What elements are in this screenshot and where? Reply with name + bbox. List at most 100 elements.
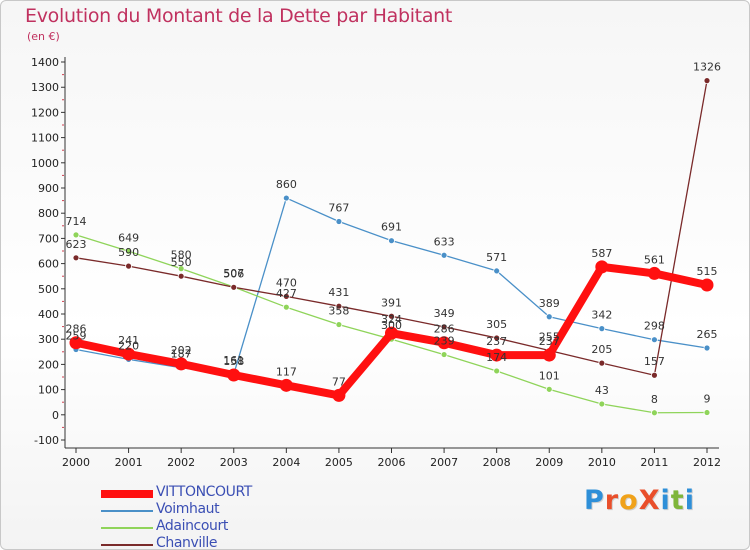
data-label: 691 xyxy=(381,221,402,234)
x-tick-label: 2001 xyxy=(115,456,143,469)
data-label: 391 xyxy=(381,296,402,309)
data-label: 324 xyxy=(381,313,402,326)
data-point xyxy=(598,325,606,333)
data-point xyxy=(493,367,501,375)
legend-label: Voimhaut xyxy=(156,501,220,517)
data-label: 550 xyxy=(171,256,192,269)
data-point xyxy=(385,326,398,340)
x-tick-label: 2009 xyxy=(535,456,563,469)
data-point xyxy=(490,348,504,362)
y-tick-label: 1300 xyxy=(31,81,59,94)
data-label: 43 xyxy=(595,384,609,397)
data-point xyxy=(227,368,241,382)
data-point xyxy=(177,265,185,273)
data-label: 389 xyxy=(539,297,560,310)
data-label: 427 xyxy=(276,287,297,300)
y-tick-label: 300 xyxy=(38,333,59,346)
y-tick-label: 900 xyxy=(38,182,59,195)
logo-letter: o xyxy=(619,485,639,516)
proxiti-logo: ProXiti xyxy=(584,485,695,516)
logo-letter: P xyxy=(584,485,605,516)
data-point xyxy=(72,254,80,262)
data-point xyxy=(388,237,395,245)
x-tick-label: 2003 xyxy=(220,456,248,469)
data-label: 431 xyxy=(328,286,349,299)
y-tick-label: 200 xyxy=(38,358,59,371)
data-point xyxy=(282,292,290,300)
data-point xyxy=(493,334,501,342)
data-point xyxy=(440,251,448,259)
x-tick-label: 2000 xyxy=(62,456,90,469)
x-tick-label: 2005 xyxy=(325,456,353,469)
data-label: 220 xyxy=(118,339,139,352)
x-tick-label: 2004 xyxy=(272,456,300,469)
legend-label: Chanville xyxy=(156,535,218,550)
data-label: 649 xyxy=(118,231,139,244)
data-label: 342 xyxy=(591,309,612,322)
data-point xyxy=(122,347,136,361)
data-point xyxy=(542,348,556,362)
data-point xyxy=(282,303,290,311)
data-point xyxy=(335,218,343,225)
data-label: 286 xyxy=(66,323,87,336)
data-point xyxy=(703,409,711,416)
data-label: 9 xyxy=(704,393,711,406)
y-tick-label: 600 xyxy=(38,258,59,271)
x-tick-label: 2006 xyxy=(378,456,406,469)
data-point xyxy=(332,388,346,402)
chart-title: Evolution du Montant de la Dette par Hab… xyxy=(25,5,453,27)
y-tick-label: 1200 xyxy=(31,106,59,119)
logo-letter: t xyxy=(670,485,685,516)
y-tick-label: 700 xyxy=(38,232,59,245)
data-label: 101 xyxy=(539,369,560,382)
chart-subtitle: (en €) xyxy=(27,30,60,43)
data-point xyxy=(388,312,395,320)
data-point xyxy=(440,323,448,331)
data-label: 174 xyxy=(486,351,507,364)
data-label: 767 xyxy=(328,202,349,215)
logo-letter: i xyxy=(660,485,671,516)
data-point xyxy=(437,336,451,350)
legend-label: VITTONCOURT xyxy=(156,484,252,500)
data-label: 1326 xyxy=(693,61,721,74)
legend-swatch xyxy=(101,527,153,529)
x-tick-label: 2007 xyxy=(430,456,458,469)
data-label: 205 xyxy=(591,343,612,356)
legend-swatch xyxy=(101,490,153,498)
data-label: 237 xyxy=(539,335,560,348)
data-label: 507 xyxy=(223,267,244,280)
data-point xyxy=(125,247,132,255)
data-label: 714 xyxy=(66,215,87,228)
data-label: 571 xyxy=(486,251,507,264)
data-point xyxy=(177,272,185,280)
y-tick-label: 1100 xyxy=(31,132,59,145)
data-label: 237 xyxy=(486,335,507,348)
data-point xyxy=(279,378,293,392)
data-label: 349 xyxy=(434,307,455,320)
data-point xyxy=(493,267,501,275)
data-label: 515 xyxy=(697,265,718,278)
data-label: 860 xyxy=(276,178,297,191)
data-point xyxy=(335,321,343,328)
data-label: 255 xyxy=(539,331,560,344)
data-point xyxy=(598,400,606,408)
data-point xyxy=(545,385,553,393)
y-tick-label: 500 xyxy=(38,283,59,296)
y-tick-label: -100 xyxy=(34,434,59,447)
data-label: 158 xyxy=(223,355,244,368)
data-point xyxy=(647,266,661,280)
data-label: 470 xyxy=(276,276,297,289)
y-tick-label: 0 xyxy=(52,409,59,422)
legend-swatch xyxy=(101,510,153,512)
data-label: 300 xyxy=(381,319,402,332)
data-label: 561 xyxy=(644,253,665,266)
data-point xyxy=(651,409,658,417)
data-label: 587 xyxy=(591,247,612,260)
x-tick-label: 2011 xyxy=(640,456,668,469)
data-label: 286 xyxy=(434,323,455,336)
data-point xyxy=(335,302,343,310)
x-tick-label: 2008 xyxy=(483,456,511,469)
data-point xyxy=(700,278,714,292)
